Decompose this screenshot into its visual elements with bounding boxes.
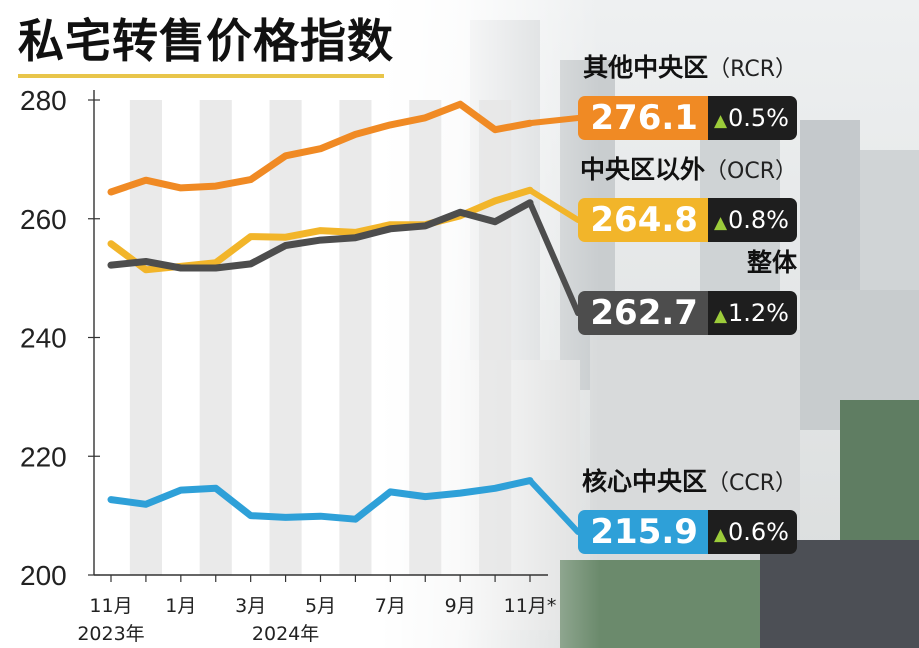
chart-title-block: 私宅转售价格指数 bbox=[18, 10, 394, 78]
up-triangle-icon: ▲ bbox=[713, 213, 728, 233]
series-latest-value: 262.7 bbox=[578, 291, 708, 335]
series-change-text: 0.5% bbox=[728, 104, 789, 132]
series-name-text: 核心中央区 bbox=[581, 467, 707, 496]
series-latest-value: 215.9 bbox=[578, 510, 708, 554]
series-change-text: 1.2% bbox=[728, 299, 789, 327]
series-change-text: 0.8% bbox=[728, 206, 789, 234]
series-value-box: 215.9 ▲0.6% bbox=[578, 510, 797, 554]
y-tick-label: 240 bbox=[20, 323, 67, 354]
x-year-label: 2023年 bbox=[77, 623, 144, 645]
series-change: ▲0.8% bbox=[707, 198, 797, 242]
series-change: ▲1.2% bbox=[707, 291, 797, 335]
y-tick-label: 280 bbox=[20, 85, 67, 116]
up-triangle-icon: ▲ bbox=[713, 525, 728, 545]
series-code: （RCR） bbox=[708, 57, 797, 82]
grid-band bbox=[269, 100, 302, 575]
series-value-box: 264.8 ▲0.8% bbox=[578, 198, 797, 242]
series-latest-value: 264.8 bbox=[578, 198, 708, 242]
series-name: 核心中央区（CCR） bbox=[582, 462, 797, 498]
x-year-label: 2024年 bbox=[252, 623, 319, 645]
x-tick-label: 11月* bbox=[504, 595, 557, 617]
grid-band bbox=[409, 100, 442, 575]
y-tick-label: 220 bbox=[20, 441, 67, 472]
series-name: 整体 bbox=[747, 243, 797, 279]
series-change: ▲0.5% bbox=[707, 96, 797, 140]
title-underline bbox=[18, 74, 384, 78]
grid-band bbox=[339, 100, 372, 575]
up-triangle-icon: ▲ bbox=[713, 306, 728, 326]
series-name: 中央区以外（OCR） bbox=[580, 150, 797, 186]
series-value-box: 276.1 ▲0.5% bbox=[578, 96, 797, 140]
grid-band bbox=[479, 100, 512, 575]
series-name-text: 其他中央区 bbox=[583, 53, 709, 82]
x-tick-label: 5月 bbox=[305, 595, 336, 617]
x-tick-label: 3月 bbox=[235, 595, 266, 617]
up-triangle-icon: ▲ bbox=[713, 111, 728, 131]
x-tick-label: 1月 bbox=[165, 595, 196, 617]
x-tick-label: 9月 bbox=[445, 595, 476, 617]
series-line bbox=[107, 477, 534, 523]
y-tick-label: 200 bbox=[20, 560, 67, 591]
series-value-box: 262.7 ▲1.2% bbox=[578, 291, 797, 335]
grid-band bbox=[199, 100, 232, 575]
series-line bbox=[107, 100, 534, 196]
x-tick-label: 11月 bbox=[89, 595, 132, 617]
series-code: （CCR） bbox=[706, 471, 797, 496]
series-change: ▲0.6% bbox=[707, 510, 797, 554]
series-code: （OCR） bbox=[705, 159, 797, 184]
series-name-text: 整体 bbox=[746, 248, 797, 277]
x-tick-label: 7月 bbox=[375, 595, 406, 617]
series-name: 其他中央区（RCR） bbox=[583, 48, 797, 84]
series-latest-value: 276.1 bbox=[578, 96, 708, 140]
chart-title: 私宅转售价格指数 bbox=[18, 14, 394, 68]
series-name-text: 中央区以外 bbox=[580, 155, 706, 184]
y-tick-label: 260 bbox=[20, 204, 67, 235]
series-line bbox=[107, 199, 534, 272]
series-change-text: 0.6% bbox=[728, 518, 789, 546]
